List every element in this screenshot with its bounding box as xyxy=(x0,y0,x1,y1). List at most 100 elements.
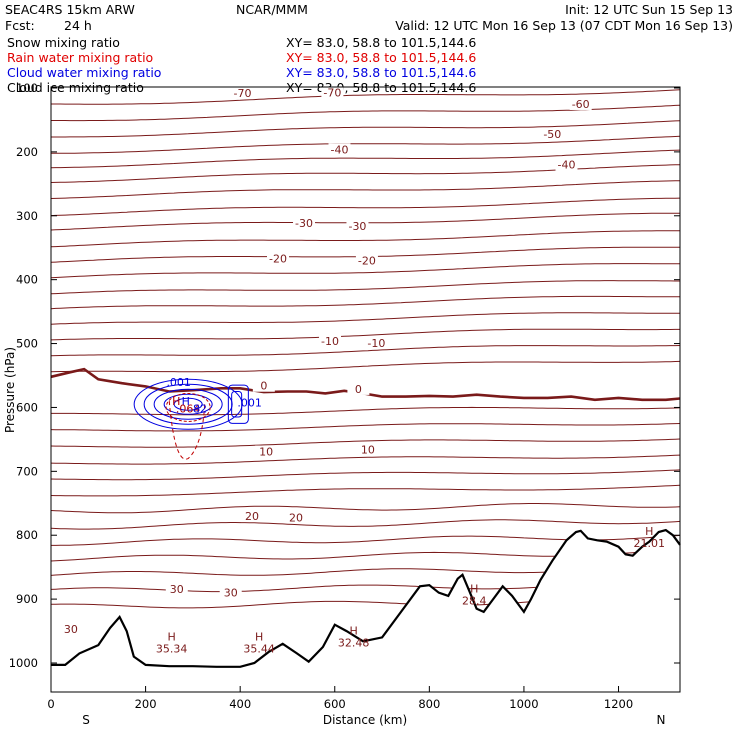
y-tick-label: 400 xyxy=(16,273,38,287)
legend-cloud-water-xy: XY= 83.0, 58.8 to 101.5,144.6 xyxy=(286,65,476,80)
isotherm-label-bg xyxy=(346,220,369,232)
isotherm-line xyxy=(50,280,680,295)
y-tick-label: 300 xyxy=(16,209,38,223)
legend-rain-xy: XY= 83.0, 58.8 to 101.5,144.6 xyxy=(286,50,476,65)
isotherm-label-bg xyxy=(356,443,379,456)
isotherm-label-bg xyxy=(255,445,278,458)
isotherm-line xyxy=(51,89,681,105)
isotherm-line xyxy=(51,104,681,122)
plot-area: -70 -70 -60 -50 -40 -40 -30 -30 -20 -20 -10 -10 0 0 10… xyxy=(50,86,681,692)
legend-rain-label: Rain water mixing ratio xyxy=(7,50,153,65)
x-tick-label: 200 xyxy=(135,697,157,711)
header: SEAC4RS 15km ARW NCAR/MMM Init: 12 UTC S… xyxy=(5,2,733,33)
mixing-ratio-label: .064 xyxy=(176,403,201,416)
isotherm-label-bg xyxy=(252,379,275,392)
isotherm-label: -10 xyxy=(367,337,385,350)
mixing-ratio-label: .001 xyxy=(237,396,262,409)
forecast-label: Fcst: xyxy=(5,18,35,33)
isotherm-label-bg xyxy=(347,382,370,395)
isotherm-line xyxy=(50,423,681,432)
isotherm-line xyxy=(50,197,681,217)
cloud-water-contour xyxy=(153,388,223,420)
y-axis-title: Pressure (hPa) xyxy=(3,347,17,433)
x-axis-right-end: N xyxy=(657,713,666,727)
mixing-ratio-label: H xyxy=(172,395,180,408)
x-tick-label: 400 xyxy=(229,697,251,711)
max-value-label: 28.4 xyxy=(462,595,487,608)
init-time: Init: 12 UTC Sun 15 Sep 13 xyxy=(565,2,733,17)
isotherm-line xyxy=(51,406,681,416)
max-marker: H xyxy=(350,624,358,637)
y-tick-label: 600 xyxy=(16,400,38,414)
max-marker: H xyxy=(255,631,263,644)
terrain-fill xyxy=(51,530,680,692)
isotherm-label: 0 xyxy=(355,383,362,396)
isotherm-label: -50 xyxy=(543,128,561,141)
mixing-ratio-label: 82 xyxy=(193,403,207,416)
isotherm-line xyxy=(50,503,681,514)
isotherm-label-bg xyxy=(321,86,344,99)
isotherm-line xyxy=(50,328,680,341)
isotherm-label-bg xyxy=(293,216,316,229)
y-tick-label: 1000 xyxy=(9,656,38,670)
isotherm-line xyxy=(50,180,681,199)
cloud-water-contour xyxy=(163,393,213,415)
isotherm-label-bg xyxy=(365,336,388,349)
isotherm-line xyxy=(50,312,680,325)
legend-cloud-water-label: Cloud water mixing ratio xyxy=(7,65,161,80)
y-tick-label: 900 xyxy=(16,592,38,606)
isotherm-label-bg xyxy=(165,582,188,595)
x-tick-label: 1000 xyxy=(509,697,538,711)
max-value-label: 32.48 xyxy=(338,636,370,649)
x-tick-label: 1200 xyxy=(604,697,633,711)
x-tick-label: 800 xyxy=(418,697,440,711)
isotherm-label: 20 xyxy=(289,511,303,524)
y-tick-label: 500 xyxy=(16,337,38,351)
isotherm-label: -10 xyxy=(321,335,339,348)
isotherm-label: -60 xyxy=(572,98,590,111)
isotherm-line xyxy=(50,164,681,183)
isotherm-label-bg xyxy=(319,335,342,347)
isotherm-label: -40 xyxy=(558,159,576,172)
isotherm-label-bg xyxy=(541,128,564,140)
isotherm-label: -40 xyxy=(331,143,349,156)
isotherm-label-bg xyxy=(240,510,263,523)
isotherm-label: 0 xyxy=(260,380,267,393)
isotherm-label: -70 xyxy=(323,86,341,99)
x-tick-label: 0 xyxy=(47,697,54,711)
x-axis-title: Distance (km) xyxy=(323,713,407,727)
isotherm-label: -20 xyxy=(358,255,376,268)
isotherm-label-bg xyxy=(59,623,82,636)
isotherm-label: 20 xyxy=(245,510,259,523)
isotherm-line xyxy=(50,263,680,279)
isotherm-label-bg xyxy=(219,586,242,599)
terrain-line xyxy=(51,528,681,668)
isotherm-label: -20 xyxy=(269,253,287,266)
isotherm-line xyxy=(50,345,681,357)
forecast-hours: 24 h xyxy=(64,18,92,33)
mixing-ratio-label: .001 xyxy=(166,376,191,389)
max-marker: H xyxy=(645,525,653,538)
isotherm-line xyxy=(50,438,681,448)
legend-snow-xy: XY= 83.0, 58.8 to 101.5,144.6 xyxy=(286,35,476,50)
max-value-label: 21.01 xyxy=(634,537,666,550)
isotherm-label-bg xyxy=(569,97,592,110)
y-tick-label: 700 xyxy=(16,464,38,478)
isotherm-label: 10 xyxy=(361,444,375,457)
legend: Snow mixing ratio XY= 83.0, 58.8 to 101.… xyxy=(7,35,476,95)
isotherm-label: 30 xyxy=(64,623,78,636)
isotherm-label-bg xyxy=(231,87,254,100)
isotherm-label: 30 xyxy=(224,587,238,600)
valid-time: Valid: 12 UTC Mon 16 Sep 13 (07 CDT Mon … xyxy=(395,18,733,33)
mixing-ratio-label: H xyxy=(182,395,190,408)
isotherm-line xyxy=(50,230,680,248)
x-axis-left-end: S xyxy=(82,713,90,727)
isotherm-line xyxy=(50,484,681,497)
isotherm-line xyxy=(50,149,681,169)
rain-water-contour xyxy=(168,401,206,460)
x-tick-label: 600 xyxy=(324,697,346,711)
model-title: SEAC4RS 15km ARW xyxy=(5,2,135,17)
isotherm-label-bg xyxy=(284,511,307,524)
isotherm-label: -70 xyxy=(234,87,252,100)
